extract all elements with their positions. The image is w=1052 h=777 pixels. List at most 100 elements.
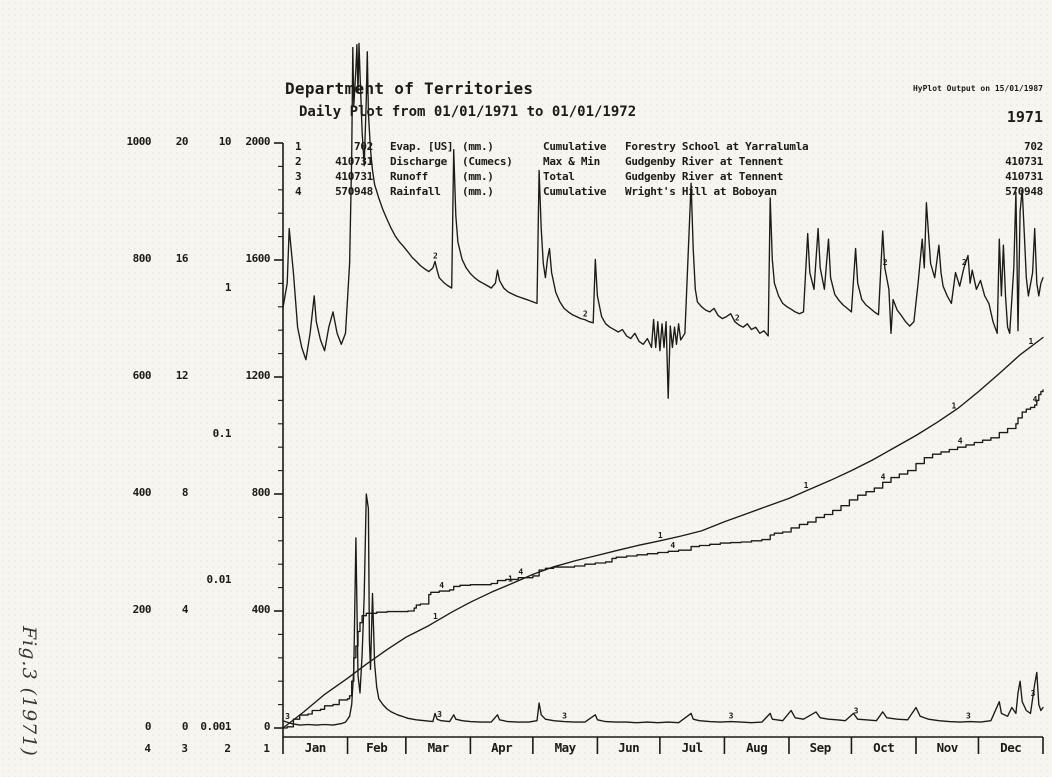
curve-number-label: 1 <box>951 401 956 410</box>
legend-series-number: 4 <box>295 185 302 198</box>
y-axis-tick-label: 2000 <box>245 135 271 148</box>
curve-number-label: 4 <box>1033 395 1038 404</box>
y-axis-tick-label: 800 <box>132 252 152 265</box>
curve-number-labels: 4 4 4 4 4 4 <box>439 395 1037 590</box>
legend-location: Gudgenby River at Tennent <box>625 155 784 168</box>
month-label: Oct <box>873 740 894 755</box>
month-label: Aug <box>746 740 767 755</box>
curve-number-label: 3 <box>1031 689 1036 698</box>
curve-number-label: 3 <box>854 706 859 715</box>
station-id-value: 570948 <box>1005 185 1043 198</box>
curve-number-labels: 1 1 1 1 1 1 <box>433 337 1034 621</box>
y-axis-tick-label: 0.1 <box>212 427 232 440</box>
curve-number-label: 3 <box>437 710 442 719</box>
curve-number-label: 4 <box>439 581 444 590</box>
legend-variable-name: Rainfall <box>390 185 441 198</box>
curve-number-label: 3 <box>966 712 971 721</box>
legend-series-number: 3 <box>295 170 302 183</box>
curve-number-label: 3 <box>729 712 734 721</box>
month-label: Nov <box>937 740 959 755</box>
axis-index-label: 2 <box>224 742 231 755</box>
month-label: Jul <box>682 740 703 755</box>
axis-index-label: 3 <box>181 742 188 755</box>
curve-number-label: 2 <box>962 258 967 267</box>
legend-location: Gudgenby River at Tennent <box>625 170 784 183</box>
curve-number-label: 1 <box>433 612 438 621</box>
legend-unit: (Cumecs) <box>462 155 513 168</box>
page-title: Department of Territories <box>285 79 534 98</box>
hyplot-output-note: HyPlot Output on 15/01/1987 <box>912 84 1043 93</box>
y-axis-tick-label: 12 <box>175 369 189 382</box>
legend-station-id: 570948 <box>335 185 373 198</box>
curve-number-label: 1 <box>1029 337 1034 346</box>
y-axis-tick-label: 4 <box>181 603 189 616</box>
curve-number-label: 3 <box>285 712 290 721</box>
figure-caption: Fig.3 (1971) <box>18 626 40 757</box>
series-4-line <box>282 389 1044 729</box>
y-axis-tick-label: 1000 <box>126 135 152 148</box>
legend-series-number: 1 <box>295 140 302 153</box>
legend-statistic: Total <box>543 170 575 183</box>
x-axis-months: Jan Feb Mar Apr May Jun Jul Aug Sep Oct Nov Dec <box>282 737 1044 755</box>
y-axis-tick-label: 0 <box>144 720 152 733</box>
legend-statistic: Cumulative <box>543 185 607 198</box>
y-axis-tick-label: 0 <box>181 720 189 733</box>
curve-number-label: 2 <box>735 313 740 322</box>
curve-number-label: 2 <box>583 310 588 319</box>
month-label: Dec <box>1000 740 1021 755</box>
legend-row: 3 410731 Runoff (mm.) Total Gudgenby River at… <box>295 170 855 184</box>
legend-statistic: Cumulative <box>543 140 607 153</box>
curve-number-label: 1 <box>508 574 513 583</box>
curve-number-label: 3 <box>562 712 567 721</box>
y-axis-tick-label: 1 <box>224 281 232 294</box>
axis-frame <box>282 143 1043 738</box>
y-axis-tick-label: 400 <box>251 603 271 616</box>
legend-statistic: Max & Min <box>543 155 600 168</box>
month-label: Jun <box>618 740 639 755</box>
legend-row: 2 410731 Discharge (Cumecs) Max & Min Gudgenb… <box>295 155 855 169</box>
curve-number-label: 4 <box>518 567 523 576</box>
legend-station-id: 410731 <box>335 170 373 183</box>
curve-number-label: 4 <box>670 541 675 550</box>
legend-unit: (mm.) <box>462 140 494 153</box>
curve-number-label: 4 <box>958 437 963 446</box>
y-axis-tick-label: 400 <box>132 486 152 499</box>
month-label: Apr <box>491 740 513 755</box>
legend-location: Wright's Hill at Boboyan <box>625 185 777 198</box>
curve-number-label: 1 <box>804 481 809 490</box>
series-1-line <box>282 336 1044 729</box>
legend-variable-name: Evap. [US] <box>390 140 454 153</box>
curve-number-labels: 2 2 2 2 2 <box>433 251 967 322</box>
station-id-value: 702 <box>1024 140 1043 153</box>
curve-number-label: 2 <box>883 258 888 267</box>
y-axis-ticks <box>274 142 283 729</box>
axis-index-label: 1 <box>263 742 270 755</box>
year-label: 1971 <box>1006 108 1043 126</box>
legend-series-number: 2 <box>295 155 302 168</box>
month-label: Sep <box>810 740 831 755</box>
legend-unit: (mm.) <box>462 170 494 183</box>
y-axis-tick-label: 1600 <box>245 252 271 265</box>
y-axis-tick-label: 800 <box>251 486 271 499</box>
legend-variable-name: Runoff <box>390 170 428 183</box>
y-axis-tick-label: 10 <box>218 135 232 148</box>
y-axis-tick-label: 200 <box>132 603 152 616</box>
station-id-value: 410731 <box>1005 155 1043 168</box>
y-axis-tick-label: 1200 <box>245 369 271 382</box>
y-axis-tick-label: 0.01 <box>206 573 232 586</box>
month-label: Jan <box>305 740 326 755</box>
axis-index-label: 4 <box>144 742 151 755</box>
y-axis-tick-label: 16 <box>175 252 189 265</box>
legend-row: 4 570948 Rainfall (mm.) Cumulative Wright's H… <box>295 185 855 199</box>
y-axis-tick-label: 8 <box>181 486 189 499</box>
curve-number-label: 2 <box>433 251 438 260</box>
legend-station-id: 410731 <box>335 155 373 168</box>
plot-range-subtitle: Daily Plot from 01/01/1971 to 01/01/1972 <box>299 104 637 120</box>
y-axis-tick-label: 600 <box>132 369 152 382</box>
month-label: Mar <box>428 740 450 755</box>
legend-station-id: 702 <box>354 140 373 153</box>
legend-row: 1 702 Evap. [US] (mm.) Cumulative Forestry Sc… <box>295 140 855 154</box>
legend-variable-name: Discharge <box>390 155 447 168</box>
legend-unit: (mm.) <box>462 185 494 198</box>
